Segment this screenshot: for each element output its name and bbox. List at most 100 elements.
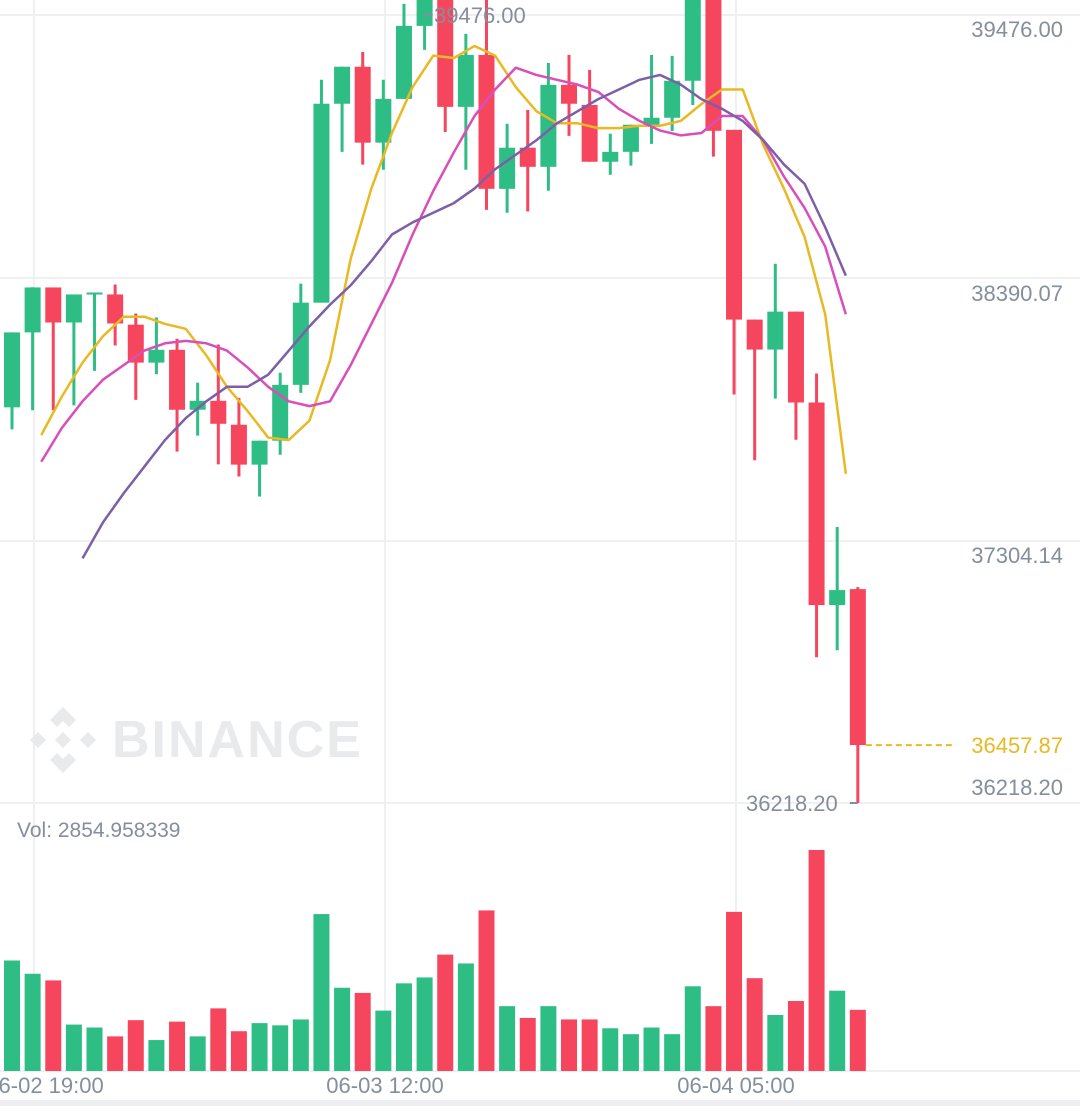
volume-bar	[251, 1023, 268, 1071]
candle-body	[189, 400, 206, 410]
candle-body	[581, 104, 598, 162]
candle-body	[230, 424, 247, 465]
volume-bar	[684, 986, 701, 1071]
watermark-text: BINANCE	[112, 711, 363, 769]
candle-body	[808, 402, 825, 606]
volume-bar	[334, 987, 351, 1071]
candle-body	[787, 311, 804, 403]
volume-bar	[705, 1006, 722, 1071]
candle-body	[849, 589, 866, 746]
candle-body	[86, 292, 103, 295]
price-axis-label-bottom: 36218.20	[971, 775, 1063, 800]
volume-bar	[622, 1034, 639, 1071]
candle-body	[251, 440, 268, 465]
volume-bar	[375, 1010, 392, 1071]
candle-body	[622, 124, 639, 152]
volume-bar	[354, 992, 371, 1071]
volume-bar	[292, 1019, 309, 1071]
candle-body	[107, 294, 124, 324]
volume-label: Vol: 2854.958339	[17, 819, 181, 842]
price-axis-label-top: 39476.00	[971, 17, 1063, 42]
volume-bar	[86, 1027, 103, 1071]
last-price-label: 36457.87	[971, 733, 1063, 758]
volume-bar	[602, 1028, 619, 1071]
candle-body	[519, 147, 536, 167]
candle-body	[45, 287, 62, 323]
candle-body	[643, 117, 660, 125]
candle-body	[561, 84, 578, 104]
volume-bar	[808, 850, 825, 1071]
candle-body	[272, 384, 289, 441]
volume-bar	[849, 1009, 866, 1071]
binance-diamond-icon	[30, 707, 96, 773]
high-marker-label: 39476.00	[434, 3, 526, 28]
time-label-1: 06-02 19:00	[0, 1073, 104, 1098]
volume-bar	[230, 1031, 247, 1071]
volume-bar	[189, 1036, 206, 1071]
candle-body	[354, 66, 371, 143]
volume-bar	[45, 980, 62, 1071]
volume-bar	[65, 1024, 82, 1071]
candle-body	[65, 294, 82, 323]
candle-body	[334, 66, 351, 104]
volume-bar	[416, 977, 433, 1071]
bottom-divider	[0, 1100, 1080, 1106]
candle-body	[726, 129, 743, 320]
volume-bar	[313, 914, 330, 1071]
volume-bar	[829, 990, 846, 1071]
volume-bar	[169, 1021, 186, 1071]
volume-bar	[24, 973, 41, 1071]
candle-body	[416, 0, 433, 26]
candle-body	[664, 80, 681, 118]
grid-lines	[0, 0, 1080, 1072]
moving-average-lines	[40, 44, 848, 560]
candle-body	[24, 287, 41, 333]
low-marker-label: 36218.20	[746, 791, 838, 816]
volume-bar	[272, 1025, 289, 1071]
volume-bar	[581, 1019, 598, 1071]
volume-bar	[4, 960, 20, 1071]
candle-body	[829, 590, 846, 606]
volume-bar	[148, 1040, 165, 1071]
volume-bar	[519, 1017, 536, 1071]
candles	[4, 0, 866, 804]
volume-bar	[726, 911, 743, 1071]
candle-body	[499, 147, 516, 189]
volume-bar	[540, 1006, 557, 1071]
volume-bar	[499, 1006, 516, 1071]
volume-bar	[437, 954, 454, 1071]
volume-bar	[210, 1008, 227, 1071]
candle-body	[375, 98, 392, 143]
candle-body	[4, 332, 20, 408]
volume-bar	[787, 1001, 804, 1071]
candle-body	[437, 0, 454, 107]
volume-bar	[478, 910, 495, 1071]
candle-body	[292, 302, 309, 385]
candle-body	[210, 400, 227, 424]
volume-bar	[395, 983, 412, 1071]
candle-body	[684, 0, 701, 81]
candle-body	[478, 54, 495, 189]
volume-bar	[107, 1036, 124, 1071]
volume-bars	[4, 850, 866, 1071]
volume-bar	[127, 1020, 144, 1071]
price-axis-label-3: 37304.14	[971, 543, 1063, 568]
price-axis-label-2: 38390.07	[971, 281, 1063, 306]
candle-body	[767, 311, 784, 350]
time-label-3: 06-04 05:00	[677, 1073, 795, 1098]
price-overlays	[423, 14, 952, 804]
candle-body	[540, 84, 557, 167]
candle-body	[148, 349, 165, 363]
volume-bar	[767, 1015, 784, 1071]
volume-bar	[561, 1019, 578, 1071]
volume-bar	[643, 1027, 660, 1071]
binance-watermark: BINANCE	[28, 705, 363, 775]
candle-body	[602, 151, 619, 162]
candle-body	[395, 25, 412, 99]
candle-body	[313, 103, 330, 303]
candle-body	[169, 349, 186, 410]
volume-bar	[664, 1034, 681, 1071]
volume-bar	[746, 978, 763, 1071]
candle-body	[457, 54, 474, 107]
